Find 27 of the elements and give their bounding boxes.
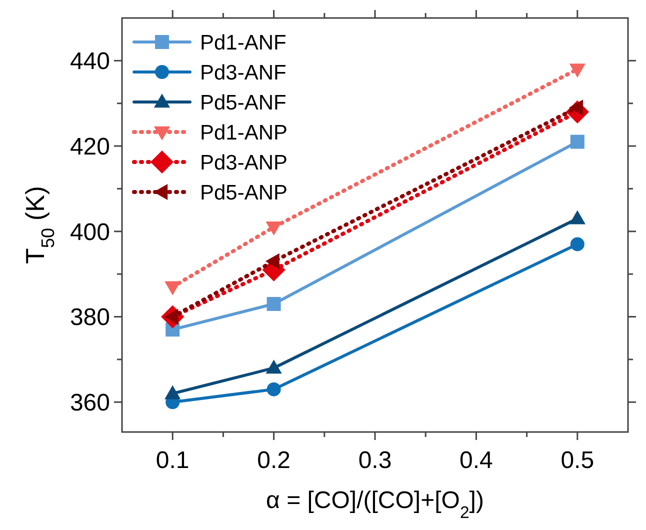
legend-label: Pd1-ANP	[200, 121, 288, 144]
x-tick-label: 0.1	[156, 447, 190, 474]
legend-label: Pd1-ANF	[200, 31, 286, 54]
y-tick-label: 360	[70, 390, 110, 417]
point	[266, 360, 282, 374]
x-tick-label: 0.3	[358, 447, 392, 474]
x-tick-label: 0.5	[560, 447, 594, 474]
point	[570, 237, 584, 252]
point	[265, 253, 280, 270]
y-tick-label: 380	[70, 304, 110, 332]
x-tick-label: 0.4	[460, 447, 493, 474]
point	[266, 296, 281, 311]
legend-label: Pd3-ANP	[200, 151, 288, 174]
legend-label: Pd5-ANF	[200, 91, 286, 114]
y-tick-label: 420	[70, 133, 110, 160]
point	[570, 134, 584, 149]
legend-label: Pd5-ANP	[200, 181, 288, 204]
x-axis-title: α = [CO]/([CO]+[O$_{2}$])	[266, 487, 484, 522]
point	[569, 64, 586, 78]
legend-label: Pd3-ANF	[200, 61, 286, 84]
point	[266, 382, 281, 396]
point	[164, 281, 181, 296]
y-tick-label: 440	[70, 48, 110, 76]
x-tick-label: 0.2	[257, 447, 290, 474]
point	[569, 210, 586, 224]
y-tick-label: 400	[70, 218, 110, 246]
point	[164, 385, 181, 400]
